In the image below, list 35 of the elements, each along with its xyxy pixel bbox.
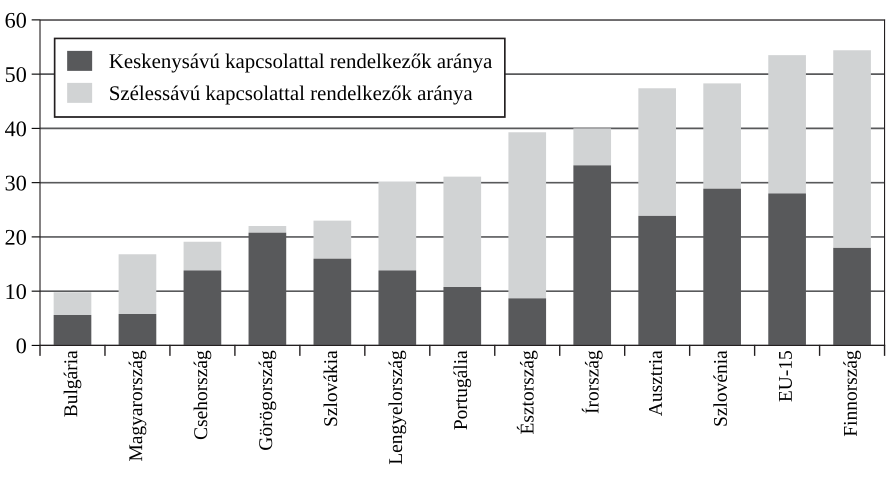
x-tick-label: Ausztria bbox=[648, 350, 662, 416]
x-tick-label: Finnország bbox=[843, 350, 861, 436]
x-tick-label: Portugália bbox=[453, 350, 472, 430]
bar bbox=[378, 182, 416, 271]
legend-label: Keskenysávú kapcsolattal rendelkezők aránya bbox=[109, 54, 492, 73]
bar bbox=[54, 292, 92, 316]
bar bbox=[573, 128, 612, 166]
y-tick-label: 10 bbox=[6, 284, 26, 300]
x-tick-label: Szlovákia bbox=[324, 350, 338, 426]
x-tick-label: EU-15 bbox=[778, 351, 792, 402]
x-tick-label: Észtország bbox=[516, 350, 538, 434]
bar bbox=[768, 55, 806, 194]
bar bbox=[508, 132, 546, 298]
y-tick-label: 0 bbox=[16, 338, 26, 354]
bar bbox=[118, 254, 156, 314]
bar bbox=[314, 220, 352, 259]
x-tick-label: Írország bbox=[582, 350, 603, 414]
x-tick-label: Görögország bbox=[258, 350, 276, 450]
x-tick-label: Magyarország bbox=[128, 350, 146, 461]
bar bbox=[833, 50, 871, 248]
y-tick-label: 20 bbox=[6, 230, 26, 245]
y-tick-label: 40 bbox=[5, 121, 26, 136]
y-tick-label: 30 bbox=[6, 176, 26, 191]
x-tick-label: Csehország bbox=[194, 350, 212, 440]
bar bbox=[184, 242, 222, 271]
bar bbox=[248, 226, 286, 233]
x-tick-label: Bulgária bbox=[64, 350, 82, 417]
bar bbox=[703, 83, 741, 189]
legend-label: Szélessávú kapcsolattal rendelkezők aránya bbox=[110, 86, 472, 105]
bar bbox=[443, 176, 482, 287]
y-tick-label: 60 bbox=[6, 12, 26, 28]
bar bbox=[638, 88, 676, 216]
y-tick-label: 50 bbox=[6, 67, 26, 82]
x-tick-label: Lengyelország bbox=[388, 350, 406, 464]
x-tick-label: Szlovénia bbox=[713, 350, 728, 426]
